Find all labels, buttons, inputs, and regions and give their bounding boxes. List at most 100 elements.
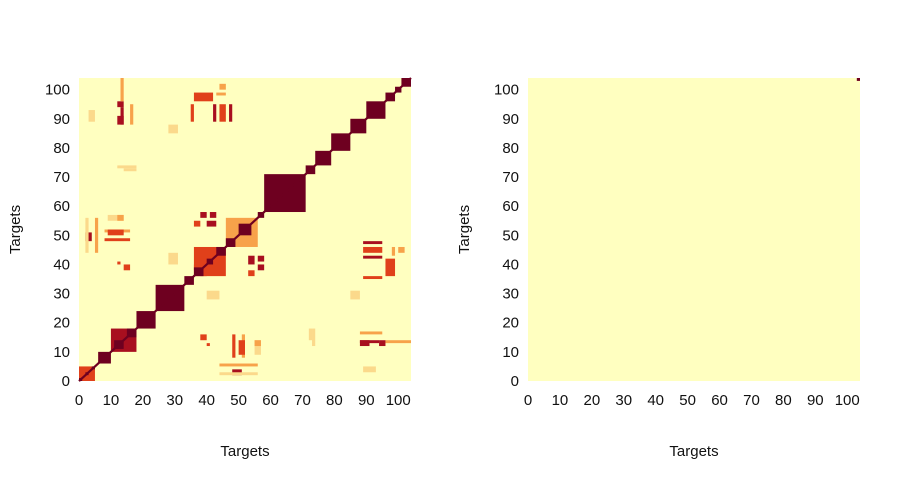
heatmap-cell-offdiag-22-a	[238, 340, 245, 355]
heatmap-cell-offdiag-0-a	[117, 261, 121, 265]
x-axis-label: Targets	[669, 443, 718, 460]
y-tick-label: 90	[502, 111, 519, 128]
heatmap-cell-offdiag-7-a	[363, 246, 383, 253]
heatmap-cell-offdiag-9-b	[229, 104, 233, 122]
y-tick-label: 70	[502, 169, 519, 186]
y-tick-label: 10	[502, 344, 519, 361]
heatmap-cell-offdiag-31-b	[216, 92, 226, 96]
heatmap-cell-offdiag-21-b	[85, 217, 89, 253]
heatmap-cell-offdiag-24-b	[123, 168, 137, 172]
heatmap-cell-offdiag-15-b	[379, 340, 386, 347]
x-tick-label: 70	[743, 392, 760, 409]
x-tick-label: 0	[524, 392, 532, 409]
heatmap-cell-offdiag-1-b	[257, 264, 265, 271]
heatmap-cell-offdiag-27-a	[117, 165, 137, 169]
heatmap-cell-offdiag-22-b	[107, 229, 124, 236]
heatmap-cell-offdiag-21-a	[219, 372, 258, 376]
heatmap-cell-offdiag-8-b	[190, 104, 194, 122]
heatmap-cell-offdiag-0-b	[206, 343, 210, 347]
x-tick-label: 90	[358, 392, 375, 409]
y-tick-label: 80	[53, 140, 70, 157]
heatmap-cell-offdiag-30-b	[120, 78, 124, 102]
heatmap-cell-offdiag-28-a	[117, 214, 124, 221]
heatmap-cell-offdiag-28-b	[254, 340, 261, 347]
heatmap-cell-offdiag-6-b	[213, 104, 217, 122]
heatmap-cell-offdiag-14-a	[117, 115, 124, 125]
heatmap-cell-offdiag-26-b	[168, 252, 178, 265]
heatmap-cell-offdiag-31-a	[391, 246, 396, 256]
y-tick-label: 90	[53, 111, 70, 128]
heatmap-cell-offdiag-23-a	[254, 340, 261, 355]
heatmap-cell-offdiag-16-b	[363, 366, 376, 373]
x-tick-label: 50	[230, 392, 247, 409]
heatmap-background	[528, 78, 860, 381]
heatmap-cell-offdiag-8-a	[363, 276, 383, 280]
y-tick-label: 70	[53, 169, 70, 186]
y-tick-label: 40	[53, 256, 70, 273]
x-tick-label: 60	[262, 392, 279, 409]
heatmap-cell-offdiag-25-b	[123, 264, 131, 271]
y-tick-label: 0	[62, 373, 70, 390]
heatmap-cell-offdiag-9-a	[363, 241, 383, 245]
y-tick-label: 20	[53, 315, 70, 332]
x-tick-label: 10	[103, 392, 120, 409]
y-tick-label: 100	[45, 82, 70, 99]
y-tick-label: 20	[502, 315, 519, 332]
x-tick-label: 90	[807, 392, 824, 409]
heatmap-cell-offdiag-15-a	[117, 101, 124, 108]
heatmap-cell-offdiag-13-a	[219, 83, 226, 90]
y-tick-label: 80	[502, 140, 519, 157]
x-tick-label: 30	[166, 392, 183, 409]
heatmap-panel-1: 0 10 20 30 40 50 60 70 80 90 100 0 10 20 30 40 50 60 70 80 9…	[7, 77, 412, 460]
heatmap-cell-offdiag-4-b	[206, 220, 217, 227]
x-tick-label: 100	[835, 392, 860, 409]
y-axis-label: Targets	[456, 205, 473, 254]
x-tick-label: 80	[775, 392, 792, 409]
x-tick-label: 20	[135, 392, 152, 409]
heatmap-cell-offdiag-13-b	[398, 246, 405, 253]
y-tick-label: 0	[511, 373, 519, 390]
y-tick-label: 10	[53, 344, 70, 361]
heatmap-cell-offdiag-23-b	[107, 214, 124, 221]
heatmap-cell-offdiag-29-b	[168, 124, 178, 134]
heatmap-cell-offdiag-1-a	[200, 212, 207, 218]
x-axis-label: Targets	[220, 443, 269, 460]
heatmap-cell-offdiag-5-b	[193, 220, 201, 227]
heatmap-cell-offdiag-29-a	[350, 290, 360, 300]
heatmap-cell-offdiag-11-b	[130, 104, 134, 125]
heatmap-block-0	[856, 78, 860, 81]
y-tick-label: 30	[53, 286, 70, 303]
x-tick-label: 40	[198, 392, 215, 409]
heatmap-cell-offdiag-18-a	[104, 238, 131, 242]
y-tick-label: 60	[53, 198, 70, 215]
x-tick-label: 10	[552, 392, 569, 409]
heatmap-cell-offdiag-25-a	[200, 334, 207, 341]
heatmap-cell-offdiag-2-b	[257, 255, 265, 262]
heatmap-cell-offdiag-27-b	[312, 328, 316, 347]
y-tick-label: 50	[53, 227, 70, 244]
heatmap-cell-offdiag-2-a	[209, 212, 217, 218]
x-tick-label: 30	[615, 392, 632, 409]
heatmap-cell-offdiag-16-a	[88, 110, 95, 122]
heatmap-cell-offdiag-12-b	[385, 258, 396, 277]
heatmap-cell-offdiag-24-a	[308, 328, 313, 341]
y-tick-label: 100	[494, 82, 519, 99]
heatmap-cell-offdiag-26-a	[206, 290, 220, 300]
x-tick-label: 0	[75, 392, 83, 409]
x-tick-label: 40	[647, 392, 664, 409]
x-tick-label: 20	[584, 392, 601, 409]
heatmap-cell-offdiag-5-a	[248, 270, 255, 277]
y-tick-label: 30	[502, 286, 519, 303]
heatmap-cell-offdiag-30-a	[385, 340, 411, 344]
x-tick-label: 100	[386, 392, 411, 409]
x-tick-label: 70	[294, 392, 311, 409]
heatmap-diagonal	[78, 77, 412, 382]
heatmap-cell-offdiag-6-a	[363, 255, 383, 259]
heatmap-cell-offdiag-7-b	[219, 104, 226, 122]
x-tick-label: 60	[711, 392, 728, 409]
x-tick-label: 50	[679, 392, 696, 409]
heatmap-panel-2: 0 10 20 30 40 50 60 70 80 90 100 0 10 20 30 40 50 60 70 80 9…	[456, 78, 860, 460]
heatmap-cell-offdiag-12-a	[193, 92, 214, 102]
y-tick-label: 50	[502, 227, 519, 244]
